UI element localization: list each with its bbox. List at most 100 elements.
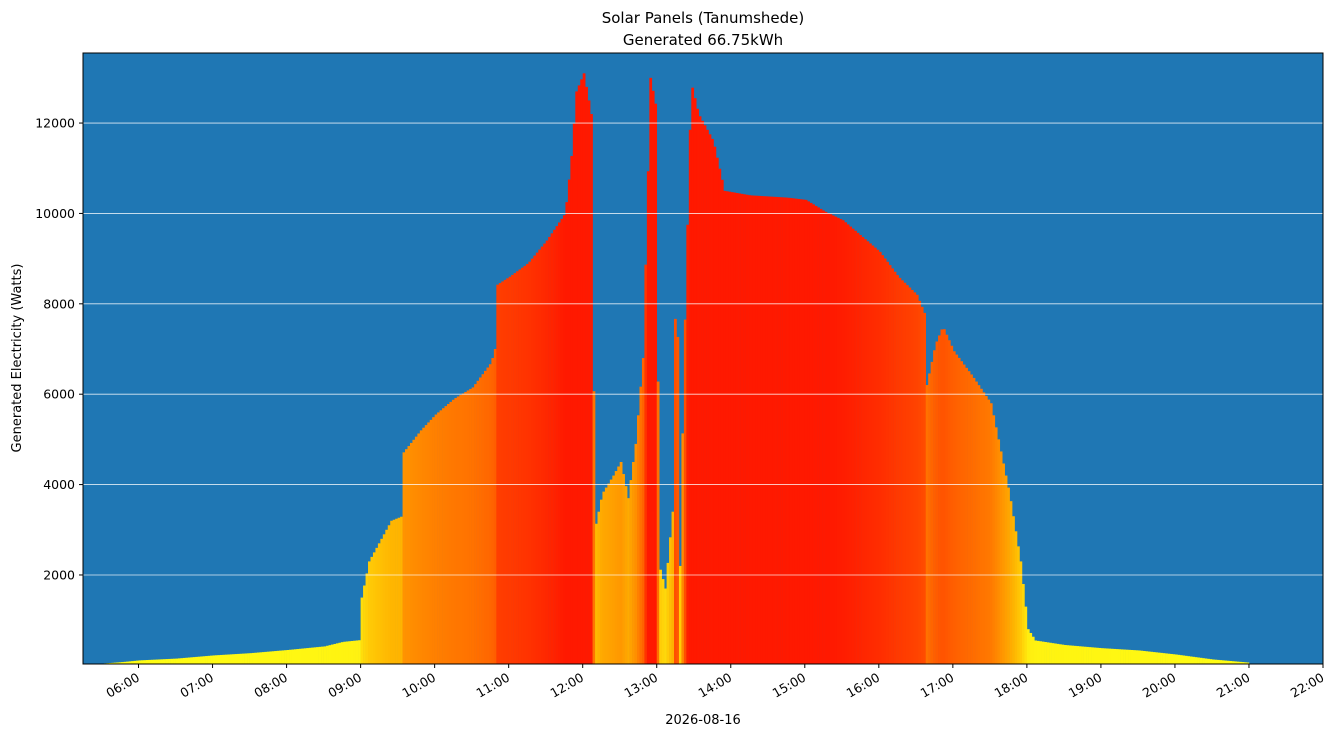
generation-bar [1174,654,1178,664]
generation-bar [1194,657,1198,664]
generation-bar [530,258,534,664]
generation-bar [861,237,865,664]
generation-bar [928,373,931,664]
generation-bar [718,168,722,665]
generation-bar [755,195,759,665]
generation-bar [636,415,640,664]
generation-bar [1187,656,1191,664]
x-axis: 06:00 07:00 08:00 09:00 10:00 11:00 12:00 13:00… [103,664,1327,701]
generation-bar [787,197,791,664]
generation-bar [254,652,258,664]
generation-bar [967,371,971,664]
x-tick-label: 21:00 [1214,670,1253,701]
generation-bar [170,658,174,664]
generation-bar [121,662,125,664]
generation-bar [402,452,406,664]
generation-bar [760,196,764,664]
generation-bar [772,196,776,665]
generation-bar [1051,643,1055,664]
generation-bar [229,654,233,664]
generation-bar [814,205,818,664]
generation-bar [738,193,741,665]
generation-bar [1197,657,1200,664]
generation-bar [1014,531,1018,664]
generation-bar [442,408,445,664]
generation-bar [1182,655,1186,664]
generation-bar [338,642,342,664]
generation-bar [580,79,583,665]
generation-bar [523,265,527,664]
generation-bar [1103,648,1107,664]
generation-bar [182,657,186,664]
generation-bar [777,197,781,664]
generation-bar [227,654,231,664]
generation-bar [160,659,164,664]
generation-bar [693,98,697,664]
generation-bar [284,650,287,664]
generation-bar [1160,652,1163,664]
generation-bar [947,340,951,664]
generation-bar [210,655,213,664]
generation-bar [298,648,302,664]
generation-bar [1239,661,1242,664]
generation-bar [525,264,529,664]
generation-bar [432,417,435,664]
x-tick-label: 12:00 [547,670,586,701]
generation-bar [513,273,517,664]
x-tick-label: 15:00 [770,670,809,701]
generation-bar [113,662,117,664]
generation-bar [1165,653,1168,664]
generation-bar [279,650,282,664]
generation-bar [353,640,356,664]
generation-bar [711,138,714,664]
generation-bar [409,442,413,664]
generation-bar [980,388,983,664]
generation-bar [866,241,870,665]
generation-bar [1026,629,1030,664]
generation-bar [1054,643,1057,664]
generation-bar [1118,649,1121,664]
generation-bar [244,653,248,664]
generation-bar [1046,642,1050,664]
generation-bar [195,656,199,664]
generation-bar [491,358,495,664]
generation-bar [150,659,154,664]
generation-bar [696,108,699,665]
generation-bar [888,265,892,664]
generation-bar [291,649,295,664]
generation-bar [392,519,396,664]
generation-bar [827,212,830,665]
generation-bar [397,517,401,664]
generation-bar [748,195,751,664]
generation-bar [683,319,687,664]
generation-bar [1221,660,1225,664]
generation-bar [970,374,973,664]
generation-bar [1002,463,1005,664]
generation-bar [846,224,850,664]
x-tick-label: 13:00 [622,670,661,701]
generation-bar [723,190,727,664]
generation-bar [975,381,978,664]
generation-bar [424,425,428,664]
generation-bar [794,198,798,665]
generation-bar [1061,644,1065,664]
generation-bar [802,199,806,664]
generation-bar [365,573,369,664]
generation-bar [745,194,749,664]
generation-bar [698,116,702,664]
generation-bar [982,392,986,664]
x-tick-label: 08:00 [251,670,290,701]
generation-bar [1179,655,1183,664]
generation-bar [1034,640,1038,664]
generation-bar [1216,659,1220,664]
generation-bar [382,534,386,664]
generation-bar [143,660,147,664]
generation-bar [340,642,344,664]
generation-bar [681,433,685,664]
generation-bar [997,439,1001,664]
generation-bar [1007,487,1010,664]
generation-bar [400,516,403,664]
y-tick-label: 8000 [43,296,75,311]
grid-lines [83,122,1323,576]
generation-bar [617,466,621,664]
